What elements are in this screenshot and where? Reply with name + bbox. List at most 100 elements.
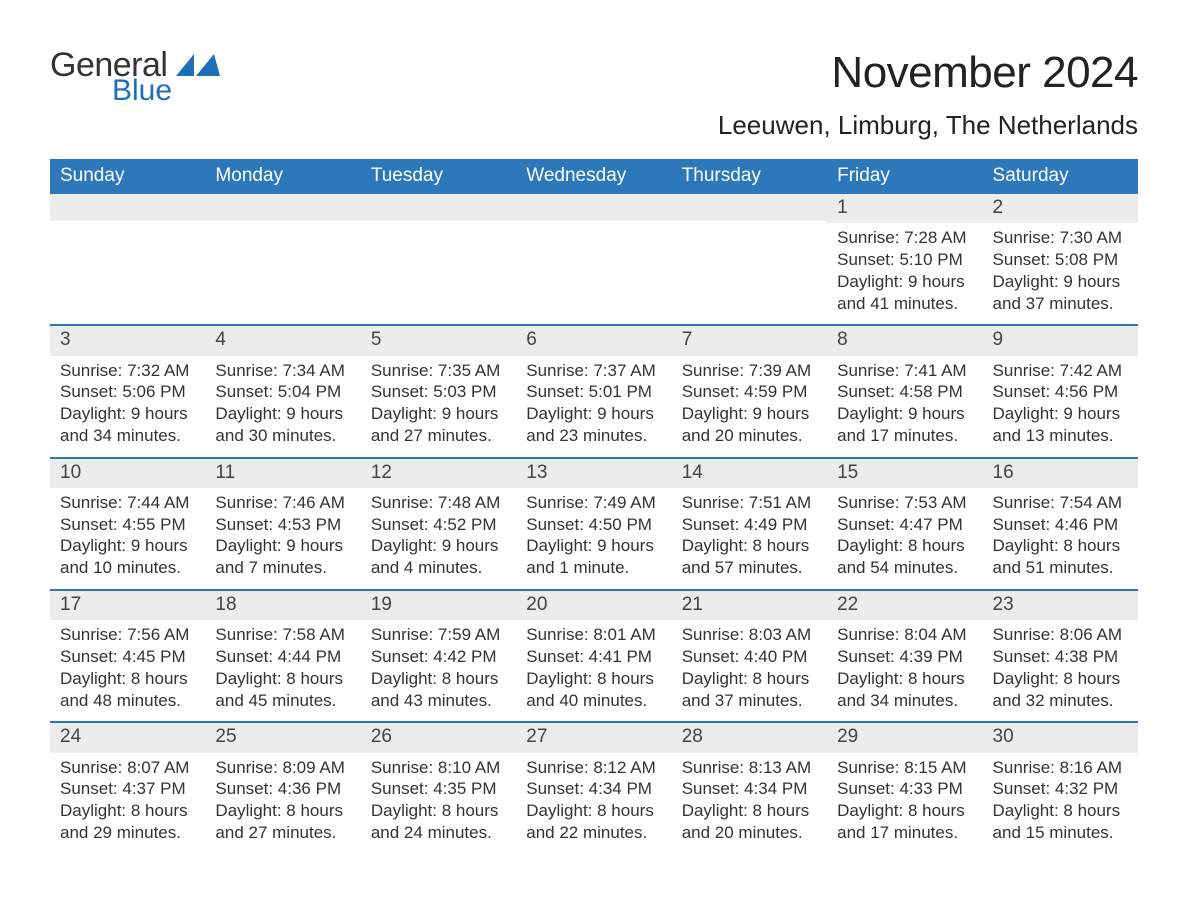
daylight-line: Daylight: 8 hours and 54 minutes.	[837, 535, 972, 579]
sunrise-line: Sunrise: 7:51 AM	[682, 492, 817, 514]
brand-swoosh-icon	[176, 52, 220, 80]
day-cell	[361, 194, 516, 324]
sunset-line: Sunset: 4:34 PM	[526, 778, 661, 800]
col-header: Friday	[827, 159, 982, 194]
day-number: 16	[983, 459, 1138, 488]
daylight-line: Daylight: 9 hours and 1 minute.	[526, 535, 661, 579]
day-number: 19	[361, 591, 516, 620]
calendar-week: 24Sunrise: 8:07 AMSunset: 4:37 PMDayligh…	[50, 721, 1138, 853]
month-title: November 2024	[718, 48, 1138, 98]
daylight-line: Daylight: 9 hours and 37 minutes.	[993, 271, 1128, 315]
daylight-line: Daylight: 9 hours and 13 minutes.	[993, 403, 1128, 447]
sunrise-line: Sunrise: 8:12 AM	[526, 757, 661, 779]
day-cell: 28Sunrise: 8:13 AMSunset: 4:34 PMDayligh…	[672, 723, 827, 853]
col-header: Saturday	[983, 159, 1138, 194]
daylight-line: Daylight: 8 hours and 15 minutes.	[993, 800, 1128, 844]
daylight-line: Daylight: 8 hours and 37 minutes.	[682, 668, 817, 712]
daylight-line: Daylight: 8 hours and 17 minutes.	[837, 800, 972, 844]
daylight-line: Daylight: 9 hours and 4 minutes.	[371, 535, 506, 579]
sunrise-line: Sunrise: 7:53 AM	[837, 492, 972, 514]
daylight-line: Daylight: 8 hours and 43 minutes.	[371, 668, 506, 712]
day-number: 22	[827, 591, 982, 620]
sunrise-line: Sunrise: 7:44 AM	[60, 492, 195, 514]
daylight-line: Daylight: 9 hours and 23 minutes.	[526, 403, 661, 447]
brand-logo-text: General Blue	[50, 48, 172, 106]
col-header: Tuesday	[361, 159, 516, 194]
day-cell: 3Sunrise: 7:32 AMSunset: 5:06 PMDaylight…	[50, 326, 205, 456]
sunset-line: Sunset: 4:33 PM	[837, 778, 972, 800]
day-cell: 2Sunrise: 7:30 AMSunset: 5:08 PMDaylight…	[983, 194, 1138, 324]
sunset-line: Sunset: 4:58 PM	[837, 381, 972, 403]
sunrise-line: Sunrise: 7:35 AM	[371, 360, 506, 382]
day-cell	[50, 194, 205, 324]
sunset-line: Sunset: 4:46 PM	[993, 514, 1128, 536]
sunset-line: Sunset: 4:55 PM	[60, 514, 195, 536]
day-cell: 17Sunrise: 7:56 AMSunset: 4:45 PMDayligh…	[50, 591, 205, 721]
day-cell: 19Sunrise: 7:59 AMSunset: 4:42 PMDayligh…	[361, 591, 516, 721]
sunrise-line: Sunrise: 7:30 AM	[993, 227, 1128, 249]
sunrise-line: Sunrise: 8:04 AM	[837, 624, 972, 646]
day-number: 27	[516, 723, 671, 752]
calendar-header-row: Sunday Monday Tuesday Wednesday Thursday…	[50, 159, 1138, 194]
daylight-line: Daylight: 9 hours and 17 minutes.	[837, 403, 972, 447]
sunset-line: Sunset: 5:08 PM	[993, 249, 1128, 271]
col-header: Monday	[205, 159, 360, 194]
sunset-line: Sunset: 4:32 PM	[993, 778, 1128, 800]
daylight-line: Daylight: 8 hours and 22 minutes.	[526, 800, 661, 844]
day-number: 12	[361, 459, 516, 488]
sunset-line: Sunset: 4:37 PM	[60, 778, 195, 800]
day-cell: 25Sunrise: 8:09 AMSunset: 4:36 PMDayligh…	[205, 723, 360, 853]
daylight-line: Daylight: 8 hours and 34 minutes.	[837, 668, 972, 712]
day-cell: 16Sunrise: 7:54 AMSunset: 4:46 PMDayligh…	[983, 459, 1138, 589]
day-number: 5	[361, 326, 516, 355]
day-number: 10	[50, 459, 205, 488]
daylight-line: Daylight: 9 hours and 7 minutes.	[215, 535, 350, 579]
sunset-line: Sunset: 4:53 PM	[215, 514, 350, 536]
day-cell: 11Sunrise: 7:46 AMSunset: 4:53 PMDayligh…	[205, 459, 360, 589]
day-cell: 22Sunrise: 8:04 AMSunset: 4:39 PMDayligh…	[827, 591, 982, 721]
col-header: Wednesday	[516, 159, 671, 194]
day-number: 4	[205, 326, 360, 355]
day-cell: 9Sunrise: 7:42 AMSunset: 4:56 PMDaylight…	[983, 326, 1138, 456]
sunset-line: Sunset: 4:35 PM	[371, 778, 506, 800]
day-cell: 30Sunrise: 8:16 AMSunset: 4:32 PMDayligh…	[983, 723, 1138, 853]
day-number: 11	[205, 459, 360, 488]
day-number: 28	[672, 723, 827, 752]
day-number: 17	[50, 591, 205, 620]
daylight-line: Daylight: 9 hours and 20 minutes.	[682, 403, 817, 447]
sunrise-line: Sunrise: 8:09 AM	[215, 757, 350, 779]
sunset-line: Sunset: 4:38 PM	[993, 646, 1128, 668]
daylight-line: Daylight: 8 hours and 51 minutes.	[993, 535, 1128, 579]
day-cell: 7Sunrise: 7:39 AMSunset: 4:59 PMDaylight…	[672, 326, 827, 456]
sunrise-line: Sunrise: 7:56 AM	[60, 624, 195, 646]
sunrise-line: Sunrise: 7:32 AM	[60, 360, 195, 382]
daylight-line: Daylight: 9 hours and 41 minutes.	[837, 271, 972, 315]
sunrise-line: Sunrise: 8:15 AM	[837, 757, 972, 779]
day-number: 24	[50, 723, 205, 752]
brand-logo: General Blue	[50, 48, 220, 106]
day-number: 1	[827, 194, 982, 223]
sunrise-line: Sunrise: 7:37 AM	[526, 360, 661, 382]
day-cell: 1Sunrise: 7:28 AMSunset: 5:10 PMDaylight…	[827, 194, 982, 324]
sunset-line: Sunset: 4:50 PM	[526, 514, 661, 536]
sunrise-line: Sunrise: 8:13 AM	[682, 757, 817, 779]
calendar-week: 17Sunrise: 7:56 AMSunset: 4:45 PMDayligh…	[50, 589, 1138, 721]
day-cell: 20Sunrise: 8:01 AMSunset: 4:41 PMDayligh…	[516, 591, 671, 721]
day-number: 30	[983, 723, 1138, 752]
day-cell: 6Sunrise: 7:37 AMSunset: 5:01 PMDaylight…	[516, 326, 671, 456]
calendar-week: 1Sunrise: 7:28 AMSunset: 5:10 PMDaylight…	[50, 194, 1138, 324]
daylight-line: Daylight: 8 hours and 27 minutes.	[215, 800, 350, 844]
day-cell: 15Sunrise: 7:53 AMSunset: 4:47 PMDayligh…	[827, 459, 982, 589]
sunset-line: Sunset: 5:03 PM	[371, 381, 506, 403]
day-cell: 13Sunrise: 7:49 AMSunset: 4:50 PMDayligh…	[516, 459, 671, 589]
sunset-line: Sunset: 4:34 PM	[682, 778, 817, 800]
sunset-line: Sunset: 4:47 PM	[837, 514, 972, 536]
day-cell	[205, 194, 360, 324]
header: General Blue November 2024 Leeuwen, Limb…	[50, 48, 1138, 141]
sunrise-line: Sunrise: 8:06 AM	[993, 624, 1128, 646]
sunset-line: Sunset: 4:42 PM	[371, 646, 506, 668]
day-cell: 23Sunrise: 8:06 AMSunset: 4:38 PMDayligh…	[983, 591, 1138, 721]
day-number: 26	[361, 723, 516, 752]
sunset-line: Sunset: 4:36 PM	[215, 778, 350, 800]
day-cell	[672, 194, 827, 324]
